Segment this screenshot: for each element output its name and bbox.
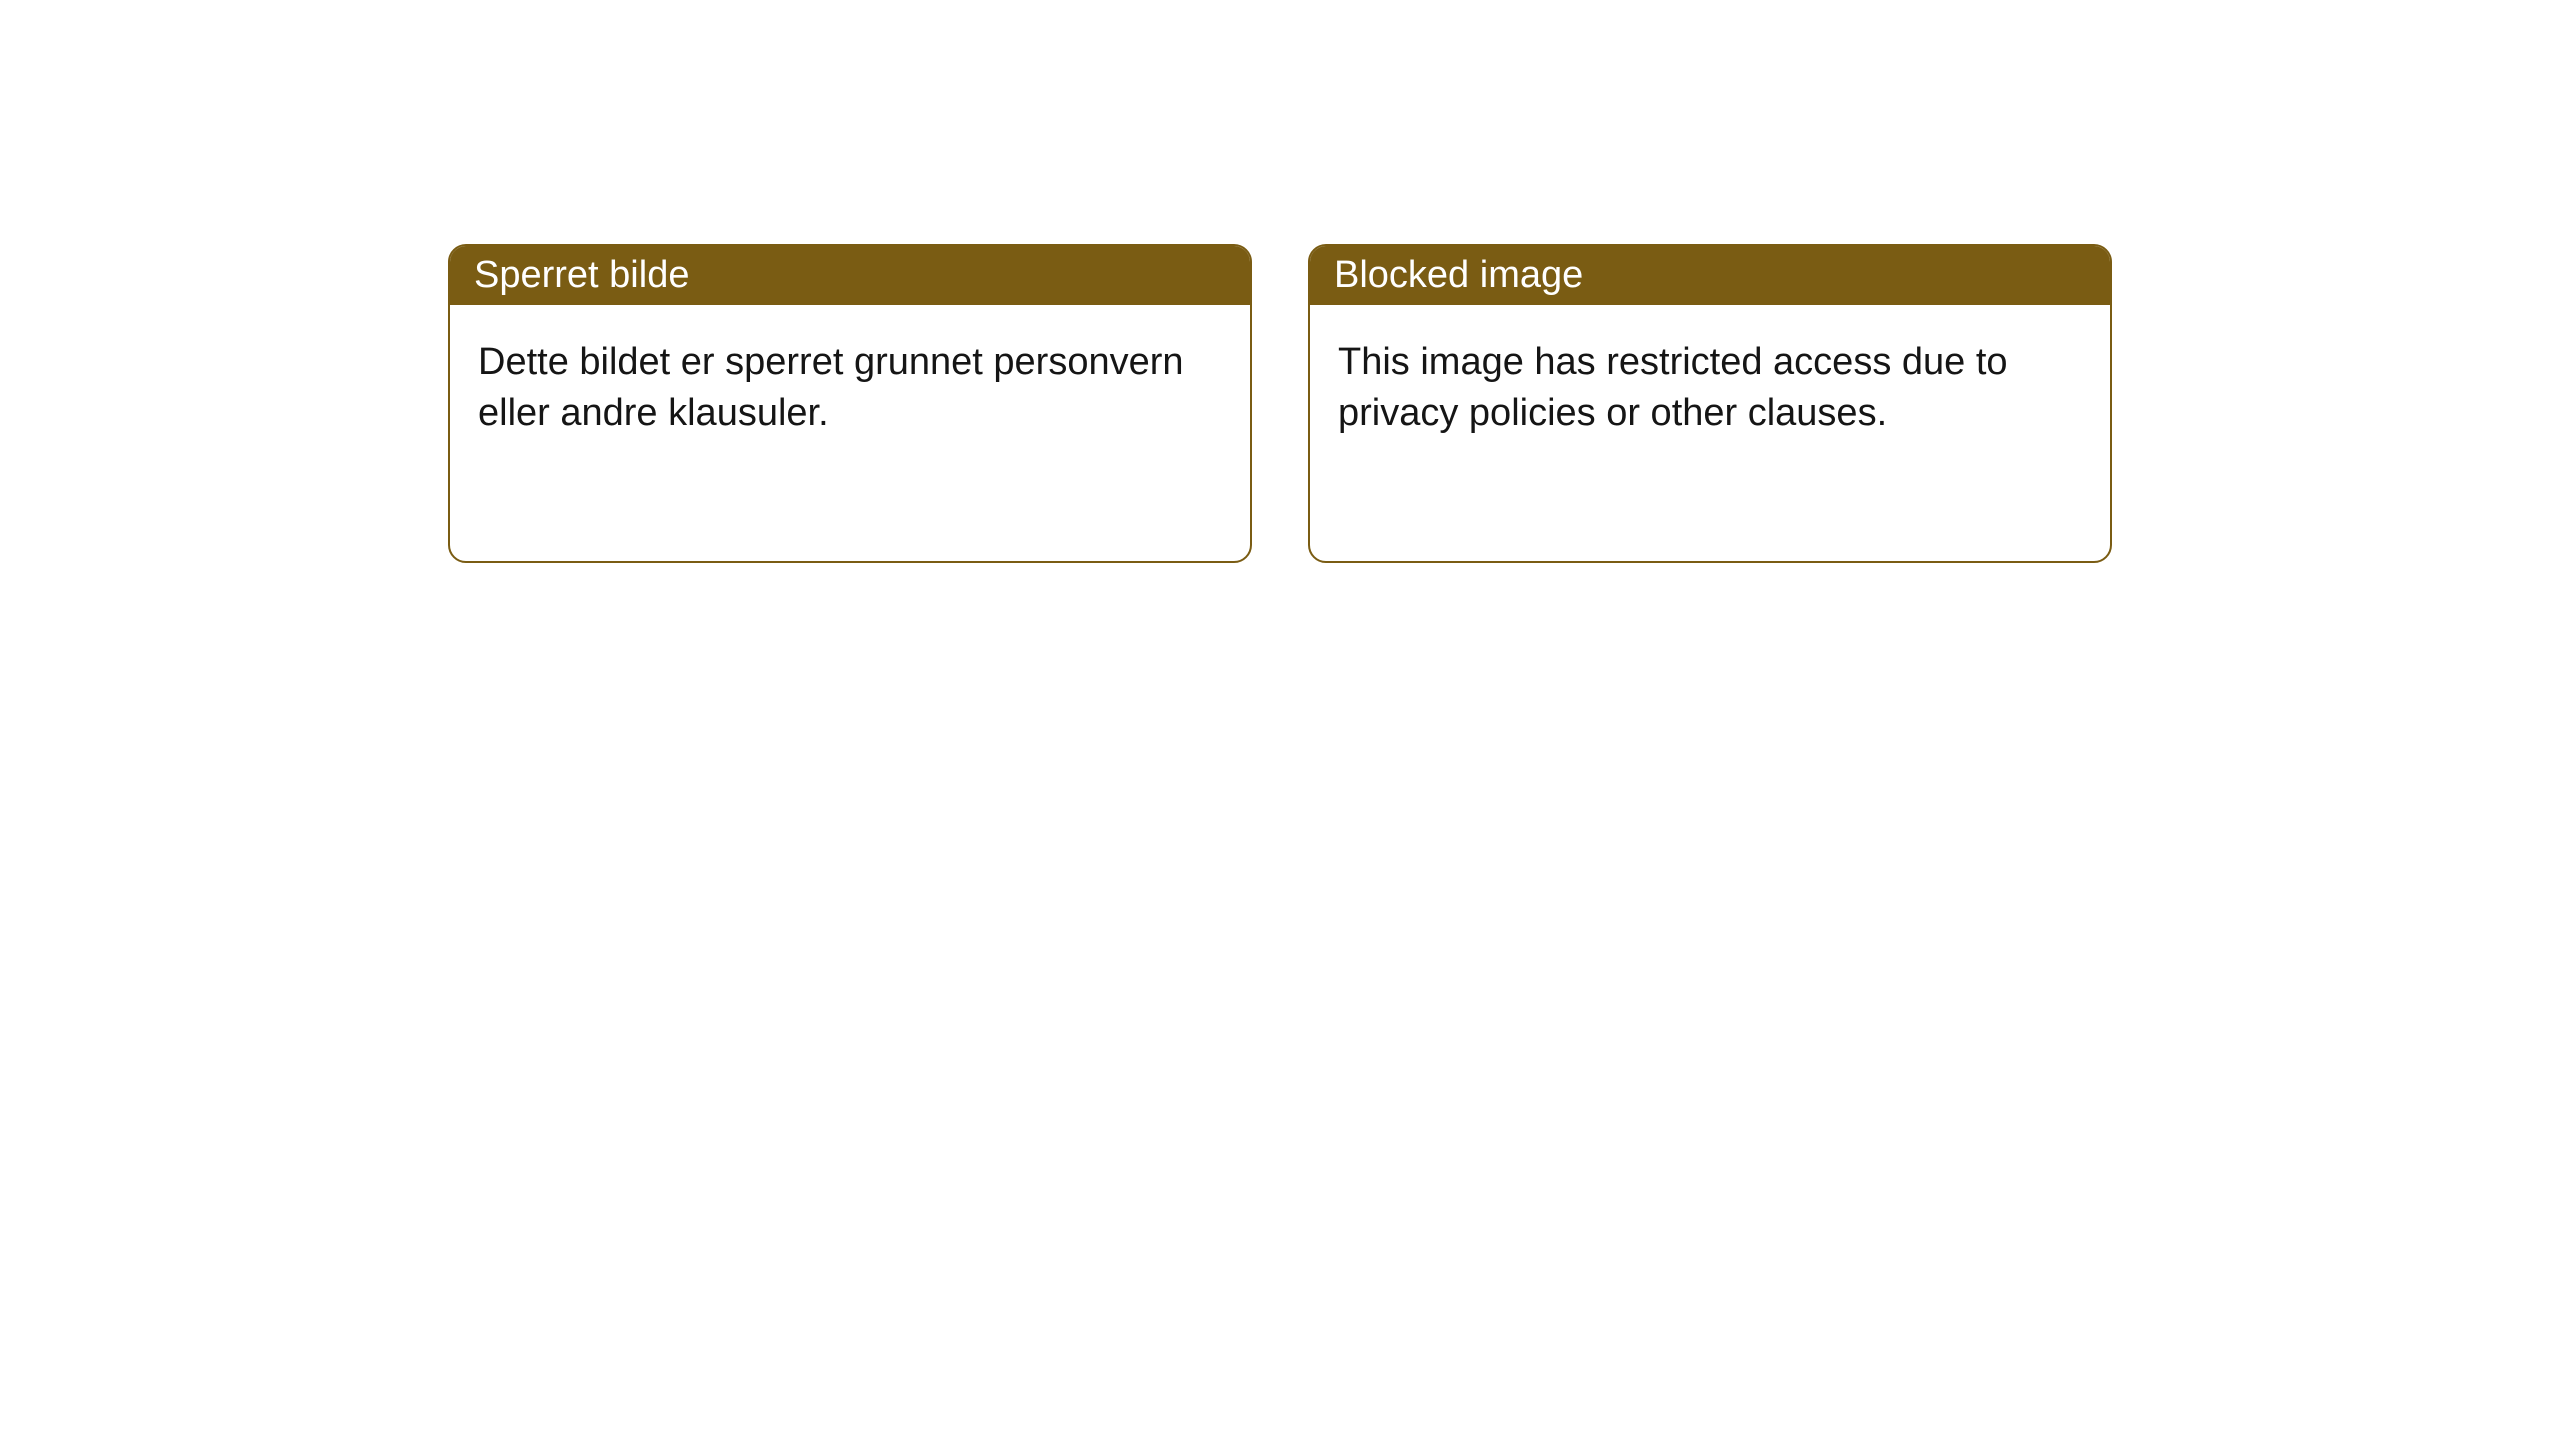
notice-card-body: This image has restricted access due to …	[1310, 305, 2110, 561]
notice-title: Sperret bilde	[474, 254, 689, 296]
notice-card-header: Sperret bilde	[450, 246, 1250, 305]
notice-card-body: Dette bildet er sperret grunnet personve…	[450, 305, 1250, 561]
notice-card-english: Blocked image This image has restricted …	[1308, 244, 2112, 563]
notice-message: This image has restricted access due to …	[1338, 341, 2008, 434]
notice-message: Dette bildet er sperret grunnet personve…	[478, 341, 1184, 434]
notice-title: Blocked image	[1334, 254, 1583, 296]
notice-card-norwegian: Sperret bilde Dette bildet er sperret gr…	[448, 244, 1252, 563]
notice-card-header: Blocked image	[1310, 246, 2110, 305]
notice-container: Sperret bilde Dette bildet er sperret gr…	[448, 244, 2112, 563]
